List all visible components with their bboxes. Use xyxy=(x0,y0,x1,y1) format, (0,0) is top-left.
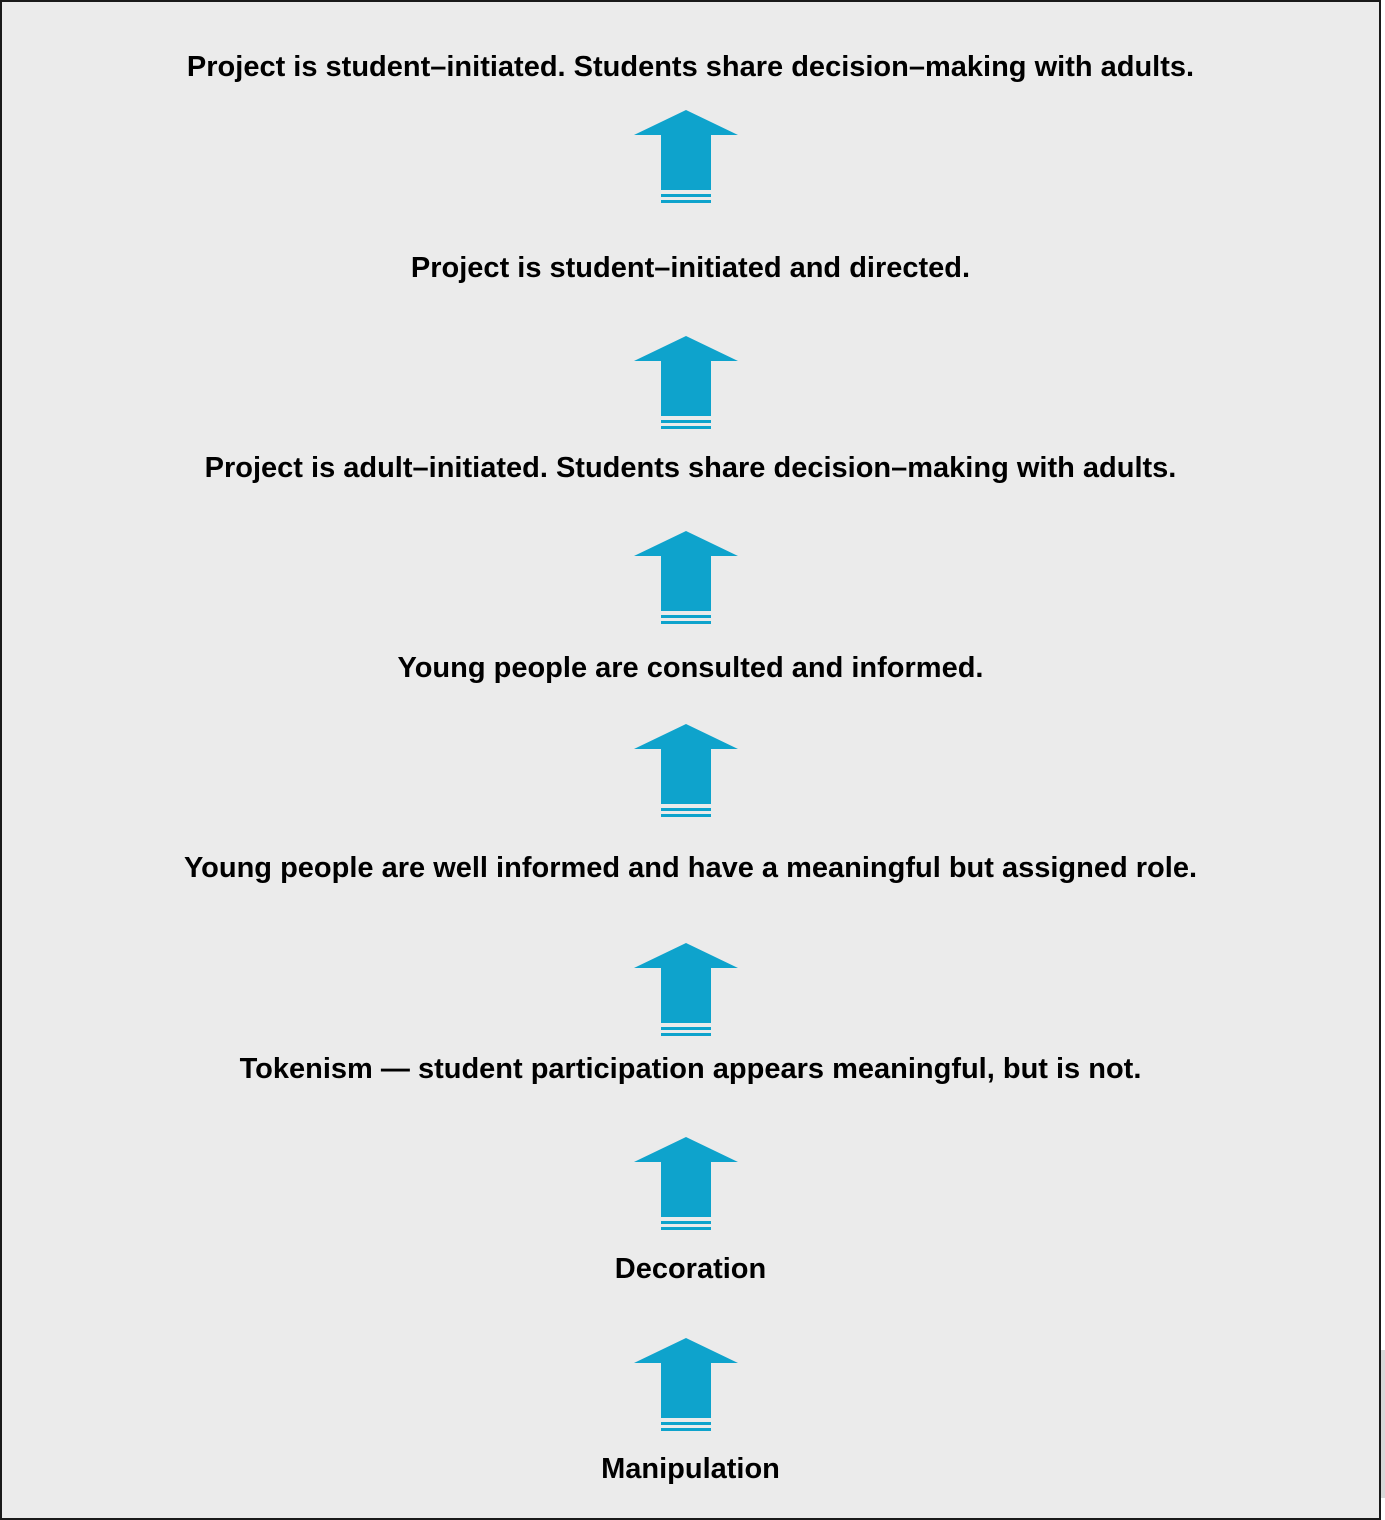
up-arrow-icon xyxy=(634,943,738,1043)
up-arrow-icon xyxy=(634,531,738,631)
level-adult-initiated-shared-decisions: Project is adult–initiated. Students sha… xyxy=(204,452,1177,484)
level-decoration: Decoration xyxy=(614,1253,767,1285)
up-arrow-icon xyxy=(634,1338,738,1438)
level-student-initiated-directed: Project is student–initiated and directe… xyxy=(410,252,971,284)
level-student-initiated-shared-decisions: Project is student–initiated. Students s… xyxy=(186,51,1195,83)
level-assigned-but-informed: Young people are well informed and have … xyxy=(183,852,1198,884)
up-arrow-icon xyxy=(634,110,738,210)
page-edge-shadow xyxy=(1381,1350,1385,1498)
up-arrow-icon xyxy=(634,724,738,824)
level-manipulation: Manipulation xyxy=(601,1453,780,1485)
level-tokenism: Tokenism — student participation appears… xyxy=(239,1053,1142,1085)
up-arrow-icon xyxy=(634,336,738,436)
up-arrow-icon xyxy=(634,1137,738,1237)
level-consulted-and-informed: Young people are consulted and informed. xyxy=(397,652,984,684)
